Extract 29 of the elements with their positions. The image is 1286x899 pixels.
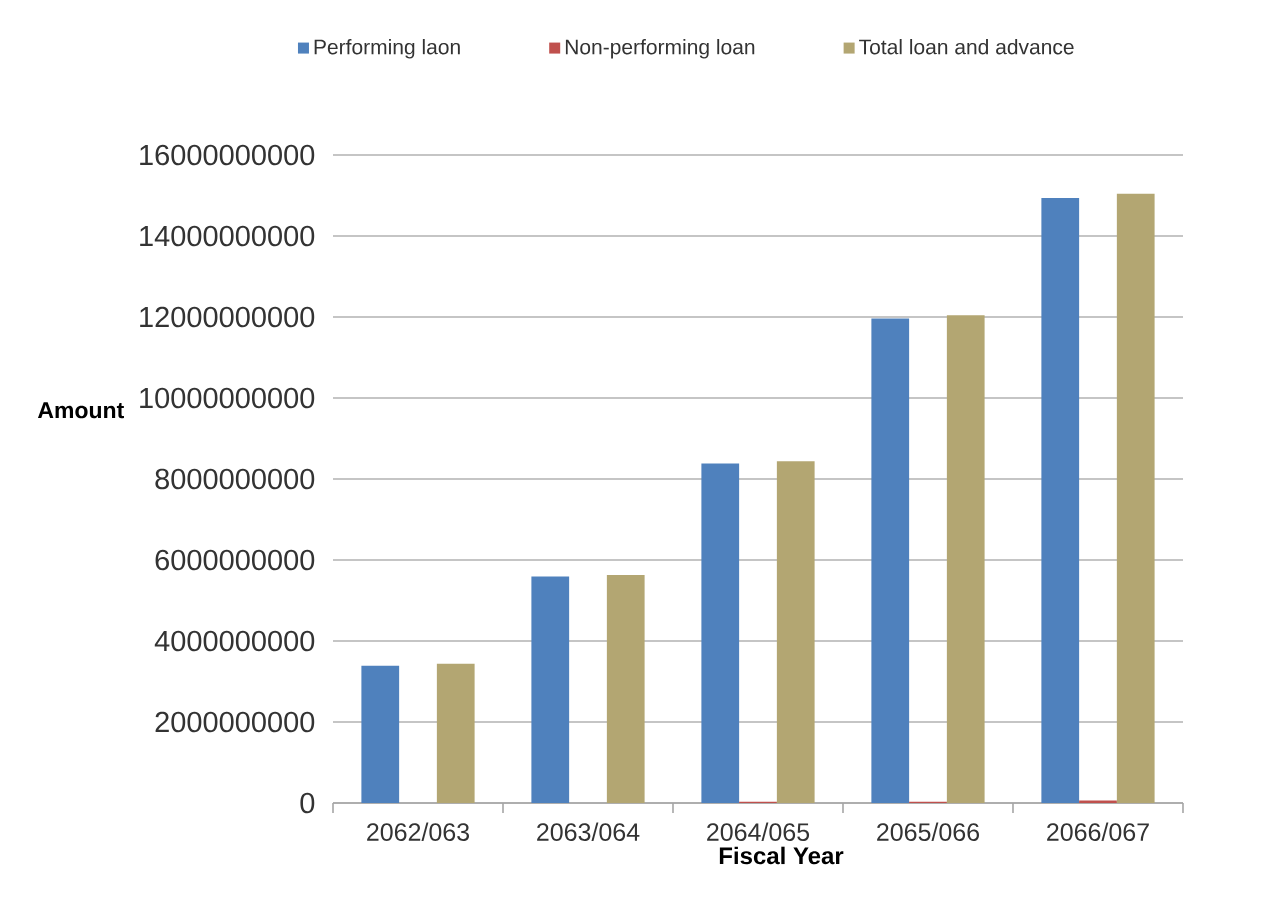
x-tick-label: 2064/065 [707,822,810,841]
bar [361,665,400,803]
legend-label: Non-performing loan [565,38,755,59]
y-tick-label: 14000000000 [140,225,315,247]
y-tick-label: 8000000000 [155,468,315,490]
y-tick-label: 0 [300,792,315,814]
y-tick-label: 2000000000 [155,711,315,733]
y-axis-title: Amount [37,402,124,419]
legend-label: Total loan and advance [859,38,1074,55]
bar [1116,193,1155,803]
bar [1041,197,1080,803]
y-tick-label: 12000000000 [140,306,315,328]
bar [606,574,645,803]
y-tick-label: 10000000000 [140,387,315,409]
x-axis-title: Fiscal Year [719,846,844,865]
y-tick-label: 6000000000 [155,549,315,571]
bar [871,318,910,803]
legend-label: Performing laon [314,38,460,59]
y-tick-label: 16000000000 [140,144,315,166]
x-tick-label: 2062/063 [367,822,470,841]
bar [436,663,475,803]
x-tick-label: 2066/067 [1047,822,1149,841]
bar [946,315,985,803]
x-tick-label: 2063/064 [537,822,640,841]
y-tick-label: 4000000000 [154,630,315,652]
x-tick-label: 2065/066 [877,822,979,841]
bar [531,576,570,803]
bar [701,463,740,803]
bar [776,461,815,803]
